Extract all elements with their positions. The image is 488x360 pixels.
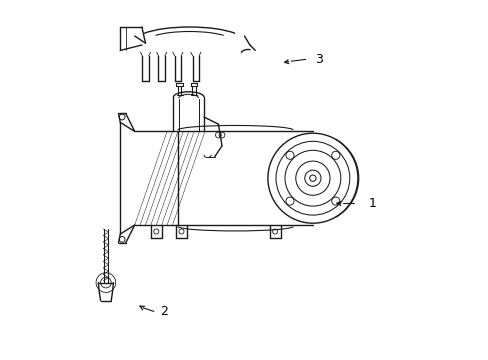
Text: 3: 3 bbox=[314, 53, 322, 66]
Text: 2: 2 bbox=[160, 305, 167, 318]
Text: 1: 1 bbox=[368, 197, 376, 210]
